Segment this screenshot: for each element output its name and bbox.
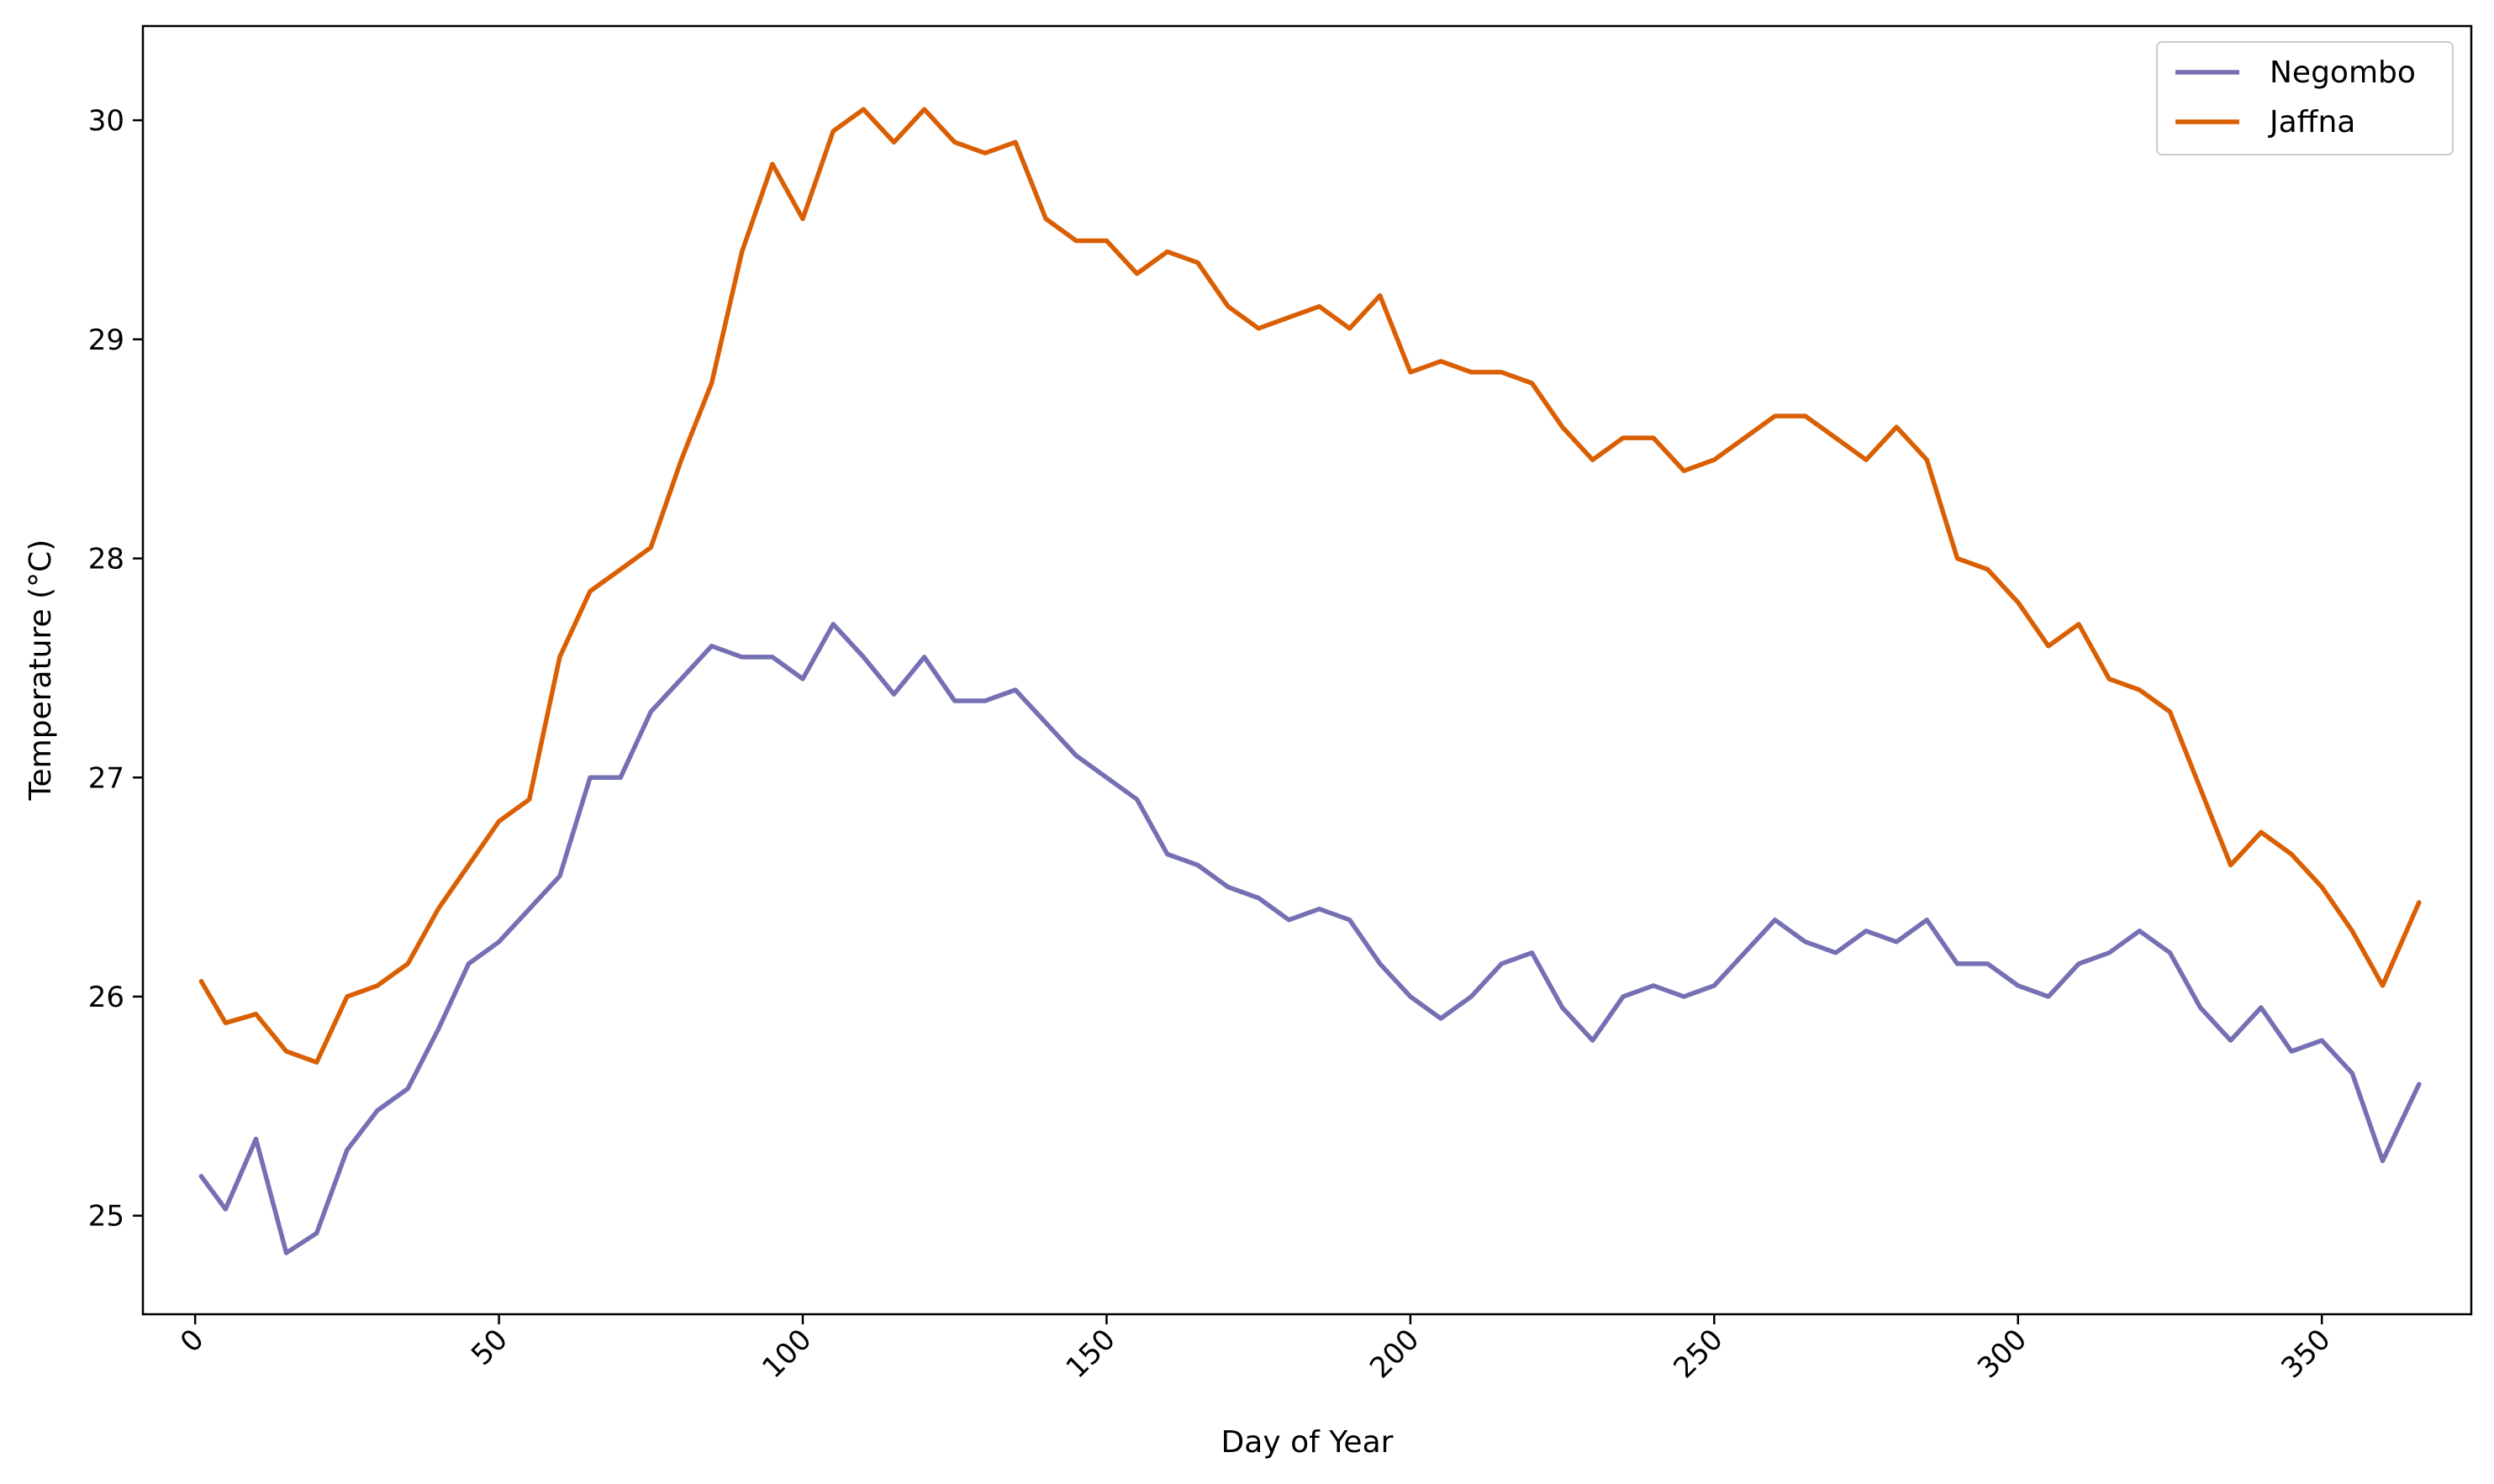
y-tick-label: 29 bbox=[88, 324, 124, 357]
legend: Negombo Jaffna bbox=[2156, 41, 2454, 155]
x-axis-label: Day of Year bbox=[1221, 1425, 1394, 1460]
series-line-negombo bbox=[198, 622, 2422, 1255]
y-tick-label: 30 bbox=[88, 104, 124, 138]
series-line-jaffna bbox=[198, 107, 2422, 1065]
series-layer bbox=[198, 107, 2422, 1255]
y-axis-label: Temperature (°C) bbox=[24, 539, 58, 802]
y-tick-label: 26 bbox=[88, 981, 124, 1014]
y-tick-label: 27 bbox=[88, 761, 124, 795]
y-tick-label: 28 bbox=[88, 543, 124, 576]
legend-label-jaffna: Jaffna bbox=[2268, 105, 2355, 139]
legend-label-negombo: Negombo bbox=[2270, 55, 2416, 90]
y-tick-label: 25 bbox=[88, 1200, 124, 1234]
plot-frame bbox=[141, 24, 2473, 1316]
